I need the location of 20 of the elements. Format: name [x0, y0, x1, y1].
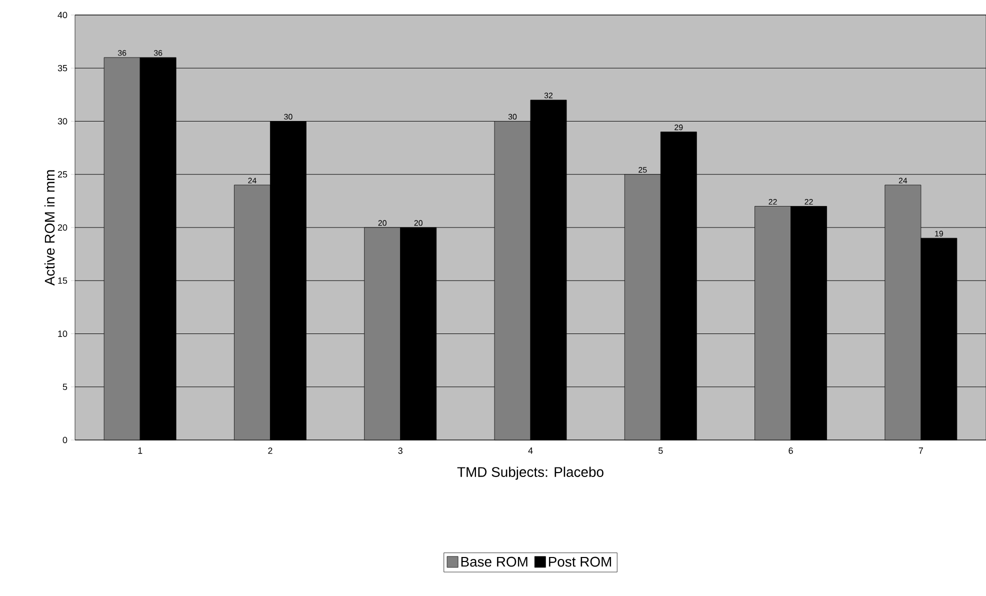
y-tick-label: 35: [58, 64, 68, 72]
x-tick-label: 1: [138, 448, 142, 454]
legend-label: Post ROM: [548, 556, 612, 567]
x-tick-label: 5: [658, 448, 663, 454]
x-tick-label: 4: [528, 448, 533, 454]
x-tick-label: 2: [268, 448, 272, 454]
y-tick-label: 0: [62, 436, 68, 444]
x-tick-label: 7: [918, 448, 923, 454]
x-tick-label: 6: [788, 448, 793, 454]
legend-label: Base ROM: [461, 556, 528, 567]
y-tick-label: 10: [58, 330, 68, 337]
y-tick-label: 20: [58, 224, 68, 231]
y-tick-label: 25: [58, 171, 68, 178]
y-tick-label: 5: [62, 384, 68, 390]
y-axis-title: Active ROM in mm: [44, 170, 55, 286]
x-axis-title: TMD Subjects: Placebo: [457, 466, 604, 480]
y-tick-label: 40: [58, 12, 68, 18]
y-tick-label: 30: [58, 118, 68, 124]
y-tick-label: 15: [58, 277, 68, 284]
x-tick-label: 3: [398, 448, 402, 454]
